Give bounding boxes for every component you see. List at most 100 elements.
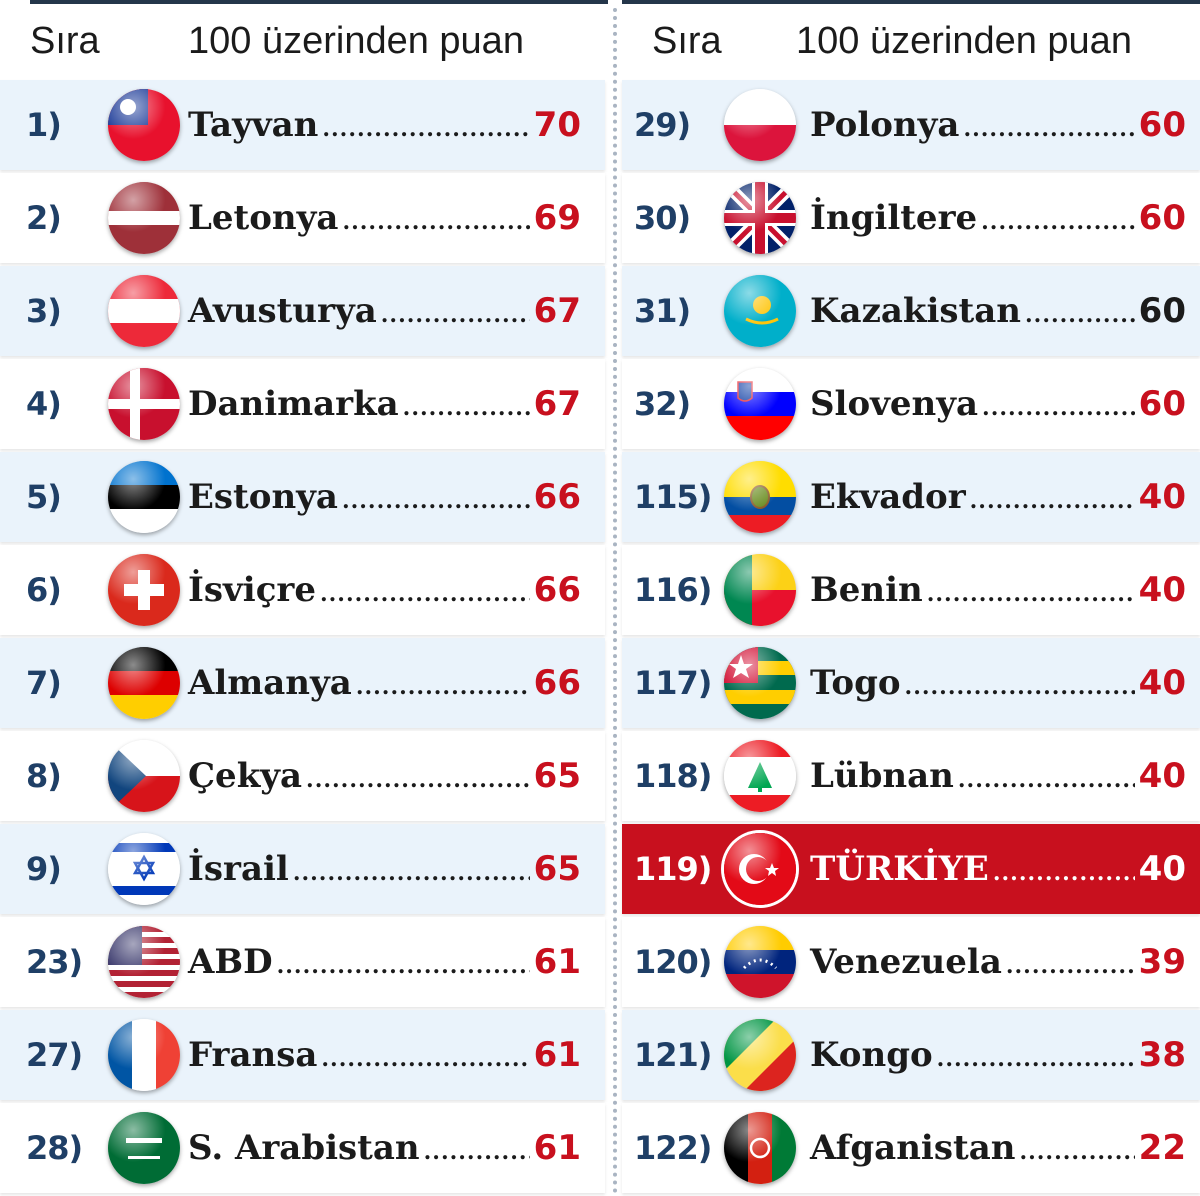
latvia-flag: [108, 182, 180, 254]
country-entry: Kongo...................................…: [810, 1035, 1186, 1075]
country-entry: Estonya.................................…: [188, 477, 581, 517]
right-rank-header: Sıra: [652, 19, 722, 62]
kazakhstan-flag: [724, 275, 796, 347]
country-name: Tayvan: [188, 105, 319, 145]
ranking-row: 121) Kongo...............................…: [622, 1010, 1200, 1100]
leader-dots: ........................................…: [341, 488, 530, 514]
country-name: TÜRKİYE: [810, 849, 989, 889]
country-name: S. Arabistan: [188, 1128, 420, 1168]
rank-number: 115): [634, 478, 712, 516]
score-value: 40: [1138, 756, 1186, 796]
ranking-row: 115) Ekvador.............................…: [622, 452, 1200, 542]
country-entry: ABD.....................................…: [188, 942, 581, 982]
congo-flag: [724, 1019, 796, 1091]
score-value: 22: [1138, 1128, 1186, 1168]
country-name: Polonya: [810, 105, 960, 145]
leader-dots: ........................................…: [306, 767, 530, 793]
rank-number: 7): [26, 664, 62, 702]
rank-number: 119): [634, 850, 712, 888]
ranking-row: 2) Letonya...............................…: [0, 173, 605, 263]
score-value: 60: [1138, 105, 1186, 145]
left-rank-header: Sıra: [30, 19, 100, 62]
ranking-row: 9) İsrail................................…: [0, 824, 605, 914]
ecuador-flag: [724, 461, 796, 533]
rank-number: 32): [634, 385, 691, 423]
rank-number: 27): [26, 1036, 83, 1074]
taiwan-flag: [108, 89, 180, 161]
country-entry: Almanya.................................…: [188, 663, 581, 703]
country-entry: Polonya.................................…: [810, 105, 1186, 145]
score-value: 61: [533, 1035, 581, 1075]
slovenia-flag: [724, 368, 796, 440]
leader-dots: ........................................…: [402, 395, 530, 421]
leader-dots: ........................................…: [926, 581, 1135, 607]
country-entry: Ekvador.................................…: [810, 477, 1186, 517]
score-value: 61: [533, 942, 581, 982]
ranking-row: 28) S. Arabistan.........................…: [0, 1103, 605, 1193]
leader-dots: ........................................…: [992, 860, 1135, 886]
left-header: Sıra 100 üzerinden puan: [0, 4, 605, 78]
country-name: Kazakistan: [810, 291, 1021, 331]
switzerland-flag: [108, 554, 180, 626]
denmark-flag: [108, 368, 180, 440]
right-ranking-list: 29) Polonya..............................…: [622, 80, 1200, 1196]
rank-number: 116): [634, 571, 712, 609]
ranking-row: 116) Benin...............................…: [622, 545, 1200, 635]
right-score-header: 100 üzerinden puan: [796, 19, 1132, 62]
leader-dots: ........................................…: [355, 674, 530, 700]
country-entry: İsviçre.................................…: [188, 570, 581, 610]
score-value: 69: [533, 198, 581, 238]
score-value: 65: [533, 849, 581, 889]
rank-number: 120): [634, 943, 712, 981]
country-entry: İsrail..................................…: [188, 849, 581, 889]
rank-number: 1): [26, 106, 62, 144]
leader-dots: ........................................…: [1005, 953, 1135, 979]
austria-flag: [108, 275, 180, 347]
left-ranking-list: 1) Tayvan................................…: [0, 80, 605, 1196]
country-name: Afganistan: [810, 1128, 1016, 1168]
country-name: Estonya: [188, 477, 338, 517]
leader-dots: ........................................…: [1019, 1139, 1134, 1165]
country-name: Ekvador: [810, 477, 966, 517]
rank-number: 6): [26, 571, 62, 609]
ranking-row: 29) Polonya..............................…: [622, 80, 1200, 170]
poland-flag: [724, 89, 796, 161]
country-entry: Togo....................................…: [810, 663, 1186, 703]
score-value: 65: [533, 756, 581, 796]
rank-number: 28): [26, 1129, 83, 1167]
ranking-row: 7) Almanya...............................…: [0, 638, 605, 728]
country-entry: S. Arabistan............................…: [188, 1128, 581, 1168]
leader-dots: ........................................…: [1025, 302, 1135, 328]
leader-dots: ........................................…: [321, 1046, 530, 1072]
country-name: Çekya: [188, 756, 303, 796]
ranking-row: 32) Slovenya.............................…: [622, 359, 1200, 449]
country-name: Fransa: [188, 1035, 318, 1075]
saudi-arabia-flag: [108, 1112, 180, 1184]
leader-dots: ........................................…: [963, 116, 1134, 142]
score-value: 70: [533, 105, 581, 145]
leader-dots: ........................................…: [342, 209, 530, 235]
rank-number: 23): [26, 943, 83, 981]
ranking-row: 3) Avusturya.............................…: [0, 266, 605, 356]
togo-flag: [724, 647, 796, 719]
country-entry: Benin...................................…: [810, 570, 1186, 610]
country-name: İsrail: [188, 849, 289, 889]
score-value: 60: [1138, 198, 1186, 238]
country-name: Slovenya: [810, 384, 979, 424]
country-name: Benin: [810, 570, 923, 610]
score-value: 38: [1138, 1035, 1186, 1075]
score-value: 67: [533, 291, 581, 331]
column-divider: [613, 8, 617, 1194]
estonia-flag: [108, 461, 180, 533]
leader-dots: ........................................…: [292, 860, 530, 886]
country-entry: Fransa..................................…: [188, 1035, 581, 1075]
country-entry: İngiltere...............................…: [810, 198, 1186, 238]
right-top-rule: [622, 0, 1200, 4]
country-entry: Avusturya...............................…: [188, 291, 581, 331]
rank-number: 8): [26, 757, 62, 795]
israel-flag: [108, 833, 180, 905]
turkey-flag: [724, 833, 796, 905]
leader-dots: ........................................…: [957, 767, 1135, 793]
usa-flag: [108, 926, 180, 998]
ranking-row: 8) Çekya.................................…: [0, 731, 605, 821]
